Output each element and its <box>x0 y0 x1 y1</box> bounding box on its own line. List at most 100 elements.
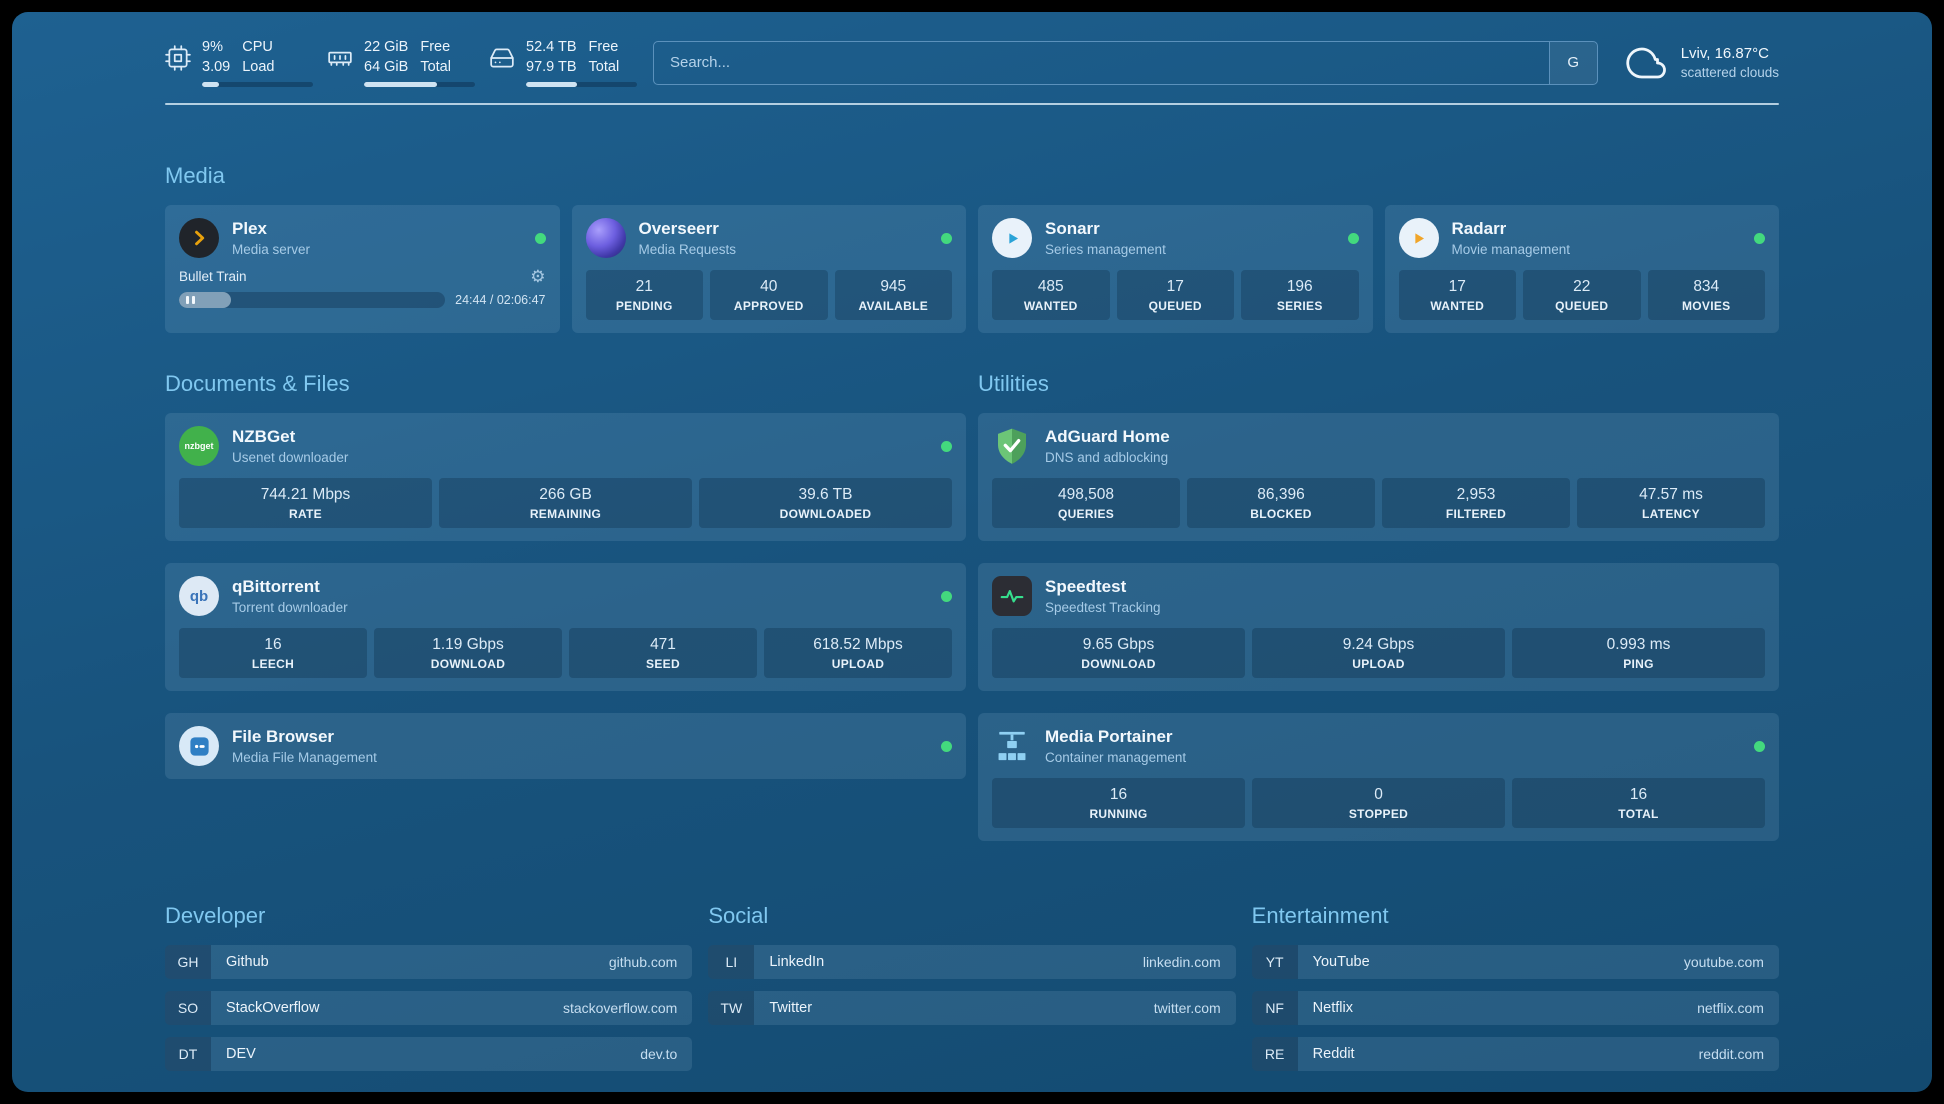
bookmark-stackoverflow[interactable]: SO StackOverflow stackoverflow.com <box>165 991 693 1026</box>
bookmark-url: netflix.com <box>1697 1000 1764 1017</box>
stat-value: 47.57 ms <box>1639 486 1703 504</box>
weather-condition: scattered clouds <box>1680 65 1779 81</box>
bookmark-youtube[interactable]: YT YouTube youtube.com <box>1251 945 1779 980</box>
utilities-column: Utilities AdGuard Home DNS and adblockin… <box>978 371 1779 842</box>
service-stats: 17 WANTED 22 QUEUED 834 MOVIES <box>1398 270 1765 321</box>
stat-label: RATE <box>289 507 322 522</box>
service-stats: 485 WANTED 17 QUEUED 196 SERIES <box>992 270 1359 321</box>
filebrowser-icon <box>179 726 219 767</box>
service-stat: 0 STOPPED <box>1252 778 1505 829</box>
documents-column: Documents & Files nzbget NZBGet Usenet d… <box>165 371 966 780</box>
stat-label: SEED <box>646 657 680 672</box>
stat-label: PENDING <box>615 299 673 314</box>
bookmark-reddit[interactable]: RE Reddit reddit.com <box>1251 1037 1779 1072</box>
service-card-overseerr[interactable]: Overseerr Media Requests 21 PENDING 40 A… <box>571 205 966 334</box>
service-stat: 471 SEED <box>569 628 757 679</box>
search-input[interactable] <box>654 41 1549 84</box>
stat-value: 21 <box>635 278 653 296</box>
service-description: Usenet downloader <box>232 450 349 466</box>
search-provider-button[interactable]: G <box>1548 41 1597 84</box>
service-card-plex[interactable]: Plex Media server Bullet Train ⚙ 24:44 /… <box>165 205 560 334</box>
service-name: Sonarr <box>1045 219 1100 239</box>
service-description: Speedtest Tracking <box>1045 600 1161 616</box>
stat-label: STOPPED <box>1348 807 1409 822</box>
nzbget-icon: nzbget <box>179 426 219 467</box>
service-stats: 744.21 Mbps RATE 266 GB REMAINING 39.6 T… <box>179 478 952 529</box>
widget-label: Free <box>420 39 451 55</box>
pause-button[interactable] <box>186 292 195 308</box>
stat-label: REMAINING <box>529 507 602 522</box>
portainer-icon <box>992 726 1032 766</box>
bookmark-netflix[interactable]: NF Netflix netflix.com <box>1251 991 1779 1026</box>
disk-icon <box>489 45 515 71</box>
service-name: NZBGet <box>232 427 296 447</box>
usage-bar-fill <box>526 82 578 88</box>
service-card-file-browser[interactable]: File Browser Media File Management <box>165 713 966 780</box>
bookmark-url: youtube.com <box>1683 954 1764 971</box>
stat-value: 945 <box>880 278 907 296</box>
service-card-nzbget[interactable]: nzbget NZBGet Usenet downloader 744.21 M… <box>165 413 966 542</box>
bookmark-url: linkedin.com <box>1142 954 1221 971</box>
service-card-speedtest[interactable]: Speedtest Speedtest Tracking 9.65 Gbps D… <box>978 563 1779 692</box>
now-playing-title: Bullet Train <box>179 269 247 285</box>
bookmark-group-title: Developer <box>165 903 266 929</box>
widget-value: 3.09 <box>202 58 231 75</box>
service-card-radarr[interactable]: Radarr Movie management 17 WANTED 22 QUE… <box>1384 205 1779 334</box>
bookmark-abbr: YT <box>1251 945 1298 980</box>
widget-label: Total <box>588 58 620 75</box>
services-columns: Documents & Files nzbget NZBGet Usenet d… <box>165 371 1779 842</box>
bookmark-group-entertainment: Entertainment YT YouTube youtube.com NF … <box>1251 903 1779 1072</box>
status-dot <box>941 590 952 602</box>
stat-label: SERIES <box>1276 299 1323 314</box>
bookmark-name: DEV <box>226 1046 256 1063</box>
bookmark-linkedin[interactable]: LI LinkedIn linkedin.com <box>708 945 1236 980</box>
weather-location: Lviv, 16.87°C <box>1680 45 1769 63</box>
bookmark-name: YouTube <box>1312 954 1370 971</box>
speedtest-icon <box>992 576 1032 617</box>
bookmark-name: Reddit <box>1312 1046 1355 1063</box>
service-stat: 16 TOTAL <box>1512 778 1765 829</box>
bookmark-list: LI LinkedIn linkedin.com TW Twitter twit… <box>708 945 1236 1026</box>
plex-icon <box>179 218 219 259</box>
widget-value: 52.4 TB <box>526 39 577 55</box>
settings-gear-icon[interactable]: ⚙ <box>530 267 546 287</box>
widget-value: 97.9 TB <box>526 58 577 75</box>
bookmark-twitter[interactable]: TW Twitter twitter.com <box>708 991 1236 1026</box>
widget-value: 9% <box>202 39 223 55</box>
service-stats: 16 LEECH 1.19 Gbps DOWNLOAD 471 SEED 618… <box>179 628 952 679</box>
service-card-media-portainer[interactable]: Media Portainer Container management 16 … <box>978 713 1779 842</box>
bookmark-abbr: NF <box>1251 991 1298 1026</box>
bookmark-group-social: Social LI LinkedIn linkedin.com TW Twitt… <box>708 903 1236 1071</box>
stat-value: 17 <box>1448 278 1466 296</box>
service-name: qBittorrent <box>232 577 320 597</box>
service-description: Media server <box>232 242 311 258</box>
memory-icon <box>327 45 353 71</box>
status-dot <box>941 440 952 452</box>
service-card-qbittorrent[interactable]: qb qBittorrent Torrent downloader 16 LEE… <box>165 563 966 692</box>
service-stat: 498,508 QUERIES <box>992 478 1180 529</box>
bookmarks-grid: Developer GH Github github.com SO StackO… <box>165 903 1779 1072</box>
bookmark-abbr: SO <box>165 991 211 1026</box>
stat-value: 16 <box>1629 786 1648 804</box>
service-name: Speedtest <box>1045 577 1127 597</box>
stat-value: 16 <box>264 636 282 654</box>
utilities-list: AdGuard Home DNS and adblocking 498,508 … <box>978 413 1779 842</box>
service-stat: 17 QUEUED <box>1116 270 1234 321</box>
stat-value: 485 <box>1037 278 1064 296</box>
service-card-sonarr[interactable]: Sonarr Series management 485 WANTED 17 Q… <box>978 205 1373 334</box>
service-card-adguard-home[interactable]: AdGuard Home DNS and adblocking 498,508 … <box>978 413 1779 542</box>
service-stat: 22 QUEUED <box>1523 270 1641 321</box>
system-widget: 22 GiB Free 64 GiB Total <box>327 38 475 88</box>
widget-label: Total <box>420 58 451 75</box>
playback-progress-fill <box>179 292 231 309</box>
cpu-icon <box>165 45 191 71</box>
stat-value: 16 <box>1109 786 1128 804</box>
stat-label: AVAILABLE <box>858 299 929 314</box>
stat-value: 9.65 Gbps <box>1082 636 1155 654</box>
stat-value: 0.993 ms <box>1606 636 1671 654</box>
radarr-icon <box>1398 218 1439 259</box>
bookmark-github[interactable]: GH Github github.com <box>165 945 693 980</box>
bookmark-dev[interactable]: DT DEV dev.to <box>165 1037 693 1072</box>
service-stat: 744.21 Mbps RATE <box>179 478 432 529</box>
service-description: Media Requests <box>638 242 737 258</box>
